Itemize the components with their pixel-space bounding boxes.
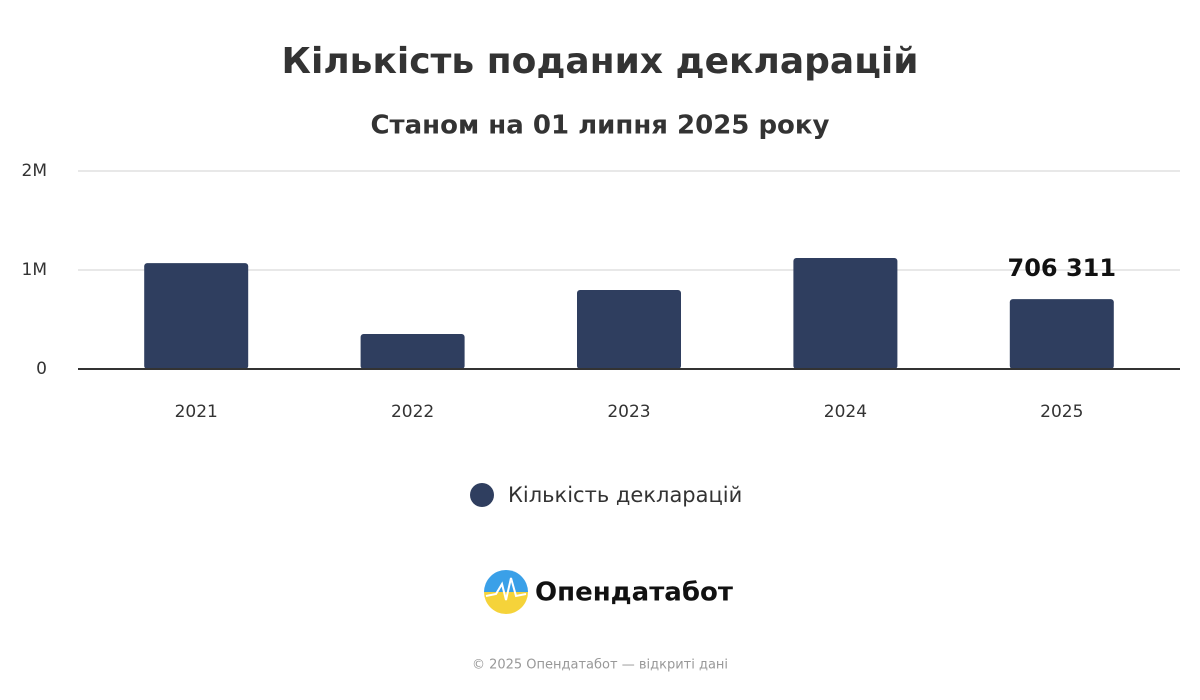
y-tick-label: 0 — [36, 359, 47, 379]
legend-marker — [470, 483, 494, 507]
bar — [793, 258, 898, 369]
x-tick-label: 2025 — [1040, 402, 1083, 422]
chart-subtitle: Станом на 01 липня 2025 року — [370, 111, 829, 141]
bar — [360, 333, 465, 369]
y-tick-label: 1M — [22, 260, 47, 280]
legend: Кількість декларацій — [470, 483, 742, 507]
brand-name: Опендатабот — [535, 578, 733, 608]
x-tick-label: 2024 — [824, 402, 867, 422]
footer: © 2025 Опендатабот — відкриті дані — [472, 658, 728, 673]
logo-wave — [485, 577, 527, 601]
x-tick-label: 2023 — [607, 402, 650, 422]
logo-icon — [484, 570, 528, 614]
x-tick-label: 2022 — [391, 402, 434, 422]
bar — [1009, 299, 1114, 369]
bar — [577, 289, 681, 369]
chart-title: Кількість поданих декларацій — [282, 41, 919, 82]
y-tick-label: 2M — [22, 161, 47, 181]
bar — [144, 263, 249, 369]
data-label: 706 311 — [1008, 254, 1117, 282]
legend-label: Кількість декларацій — [508, 483, 742, 507]
x-tick-label: 2021 — [175, 402, 218, 422]
